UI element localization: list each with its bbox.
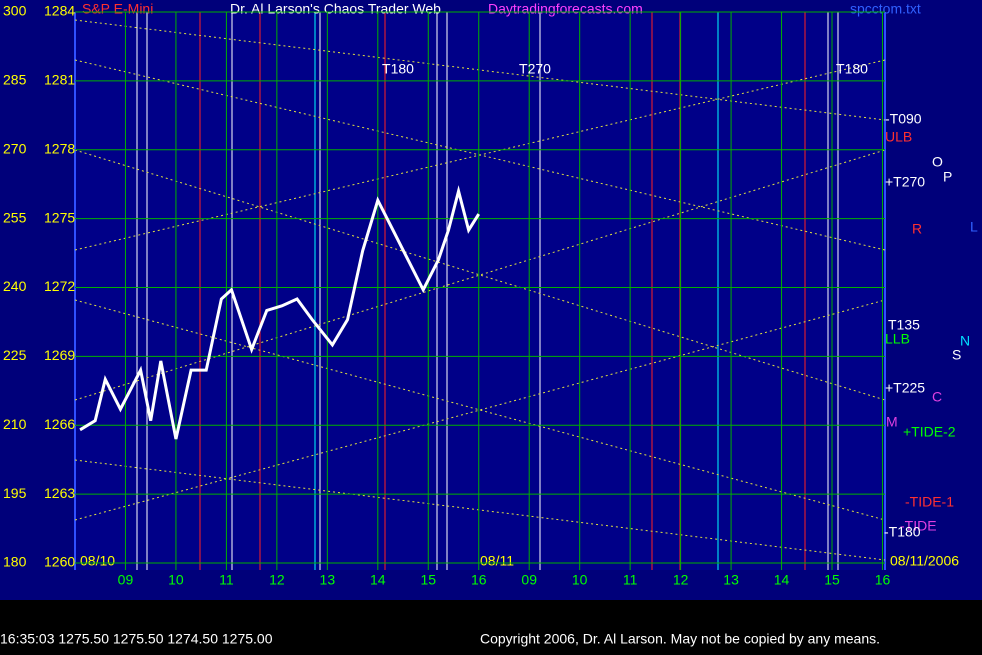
date-label: 08/11/2006	[890, 553, 959, 569]
plot-area	[75, 12, 885, 570]
y-tick-label: 1281	[44, 72, 75, 88]
x-tick-label: 12	[673, 572, 689, 588]
y2-tick-label: 225	[3, 347, 27, 363]
y-tick-label: 1269	[44, 347, 75, 363]
right-label: C	[932, 389, 942, 405]
right-label: L	[970, 219, 978, 235]
right-label: ULB	[885, 129, 912, 145]
right-label: LLB	[885, 331, 910, 347]
y2-tick-label: 195	[3, 485, 27, 501]
right-label: T135	[888, 317, 920, 333]
y-tick-label: 1275	[44, 209, 75, 225]
x-tick-label: 10	[168, 572, 184, 588]
chart-title: Dr. Al Larson's Chaos Trader Web	[230, 1, 441, 17]
file-label: spcctom.txt	[850, 1, 921, 17]
x-tick-label: 14	[774, 572, 790, 588]
y2-tick-label: 180	[3, 554, 27, 570]
right-label: +T225	[885, 380, 925, 396]
y-tick-label: 1263	[44, 485, 75, 501]
right-label: +T270	[885, 174, 925, 190]
x-tick-label: 15	[420, 572, 436, 588]
x-tick-label: 13	[723, 572, 739, 588]
y2-tick-label: 240	[3, 278, 27, 294]
date-label: 08/11	[480, 553, 514, 569]
x-tick-label: 09	[118, 572, 134, 588]
x-tick-label: 10	[572, 572, 588, 588]
x-tick-label: 11	[623, 572, 638, 588]
x-tick-label: 14	[370, 572, 386, 588]
copyright: Copyright 2006, Dr. Al Larson. May not b…	[480, 631, 880, 647]
x-tick-label: 09	[521, 572, 537, 588]
y-tick-label: 1260	[44, 554, 75, 570]
cycle-label: T180	[836, 61, 868, 77]
right-label: N	[960, 333, 970, 349]
x-tick-label: 13	[320, 572, 336, 588]
right-label: O	[932, 154, 943, 170]
y-tick-label: 1266	[44, 416, 75, 432]
x-tick-label: 16	[875, 572, 891, 588]
status-line: 16:35:03 1275.50 1275.50 1274.50 1275.00	[0, 631, 273, 647]
y2-tick-label: 210	[3, 416, 27, 432]
right-label: -T090	[885, 111, 922, 127]
right-label: R	[912, 221, 922, 237]
decoration	[74, 12, 886, 570]
cycle-label: T180	[382, 61, 414, 77]
y-tick-label: 1272	[44, 278, 75, 294]
right-label: -T180	[884, 524, 921, 540]
right-label: -TIDE-1	[905, 494, 954, 510]
y-tick-label: 1278	[44, 140, 75, 156]
y2-tick-label: 285	[3, 72, 27, 88]
price-line	[79, 185, 481, 440]
chart-subtitle: Daytradingforecasts.com	[488, 1, 643, 17]
instrument: S&P E-Mini	[82, 1, 153, 17]
right-label: M	[886, 414, 898, 430]
right-label: P	[943, 169, 952, 185]
y2-tick-label: 300	[3, 3, 27, 19]
right-label: -TIDE	[900, 518, 937, 534]
y2-tick-label: 270	[3, 140, 27, 156]
right-label: +TIDE-2	[903, 424, 956, 440]
cycle-label: T270	[519, 61, 551, 77]
y2-tick-label: 255	[3, 209, 27, 225]
x-tick-label: 11	[219, 572, 234, 588]
date-label: 08/10	[80, 553, 115, 569]
y-tick-label: 1284	[44, 3, 75, 19]
x-tick-label: 15	[824, 572, 840, 588]
x-tick-label: 16	[471, 572, 487, 588]
right-label: S	[952, 347, 961, 363]
x-tick-label: 12	[269, 572, 285, 588]
